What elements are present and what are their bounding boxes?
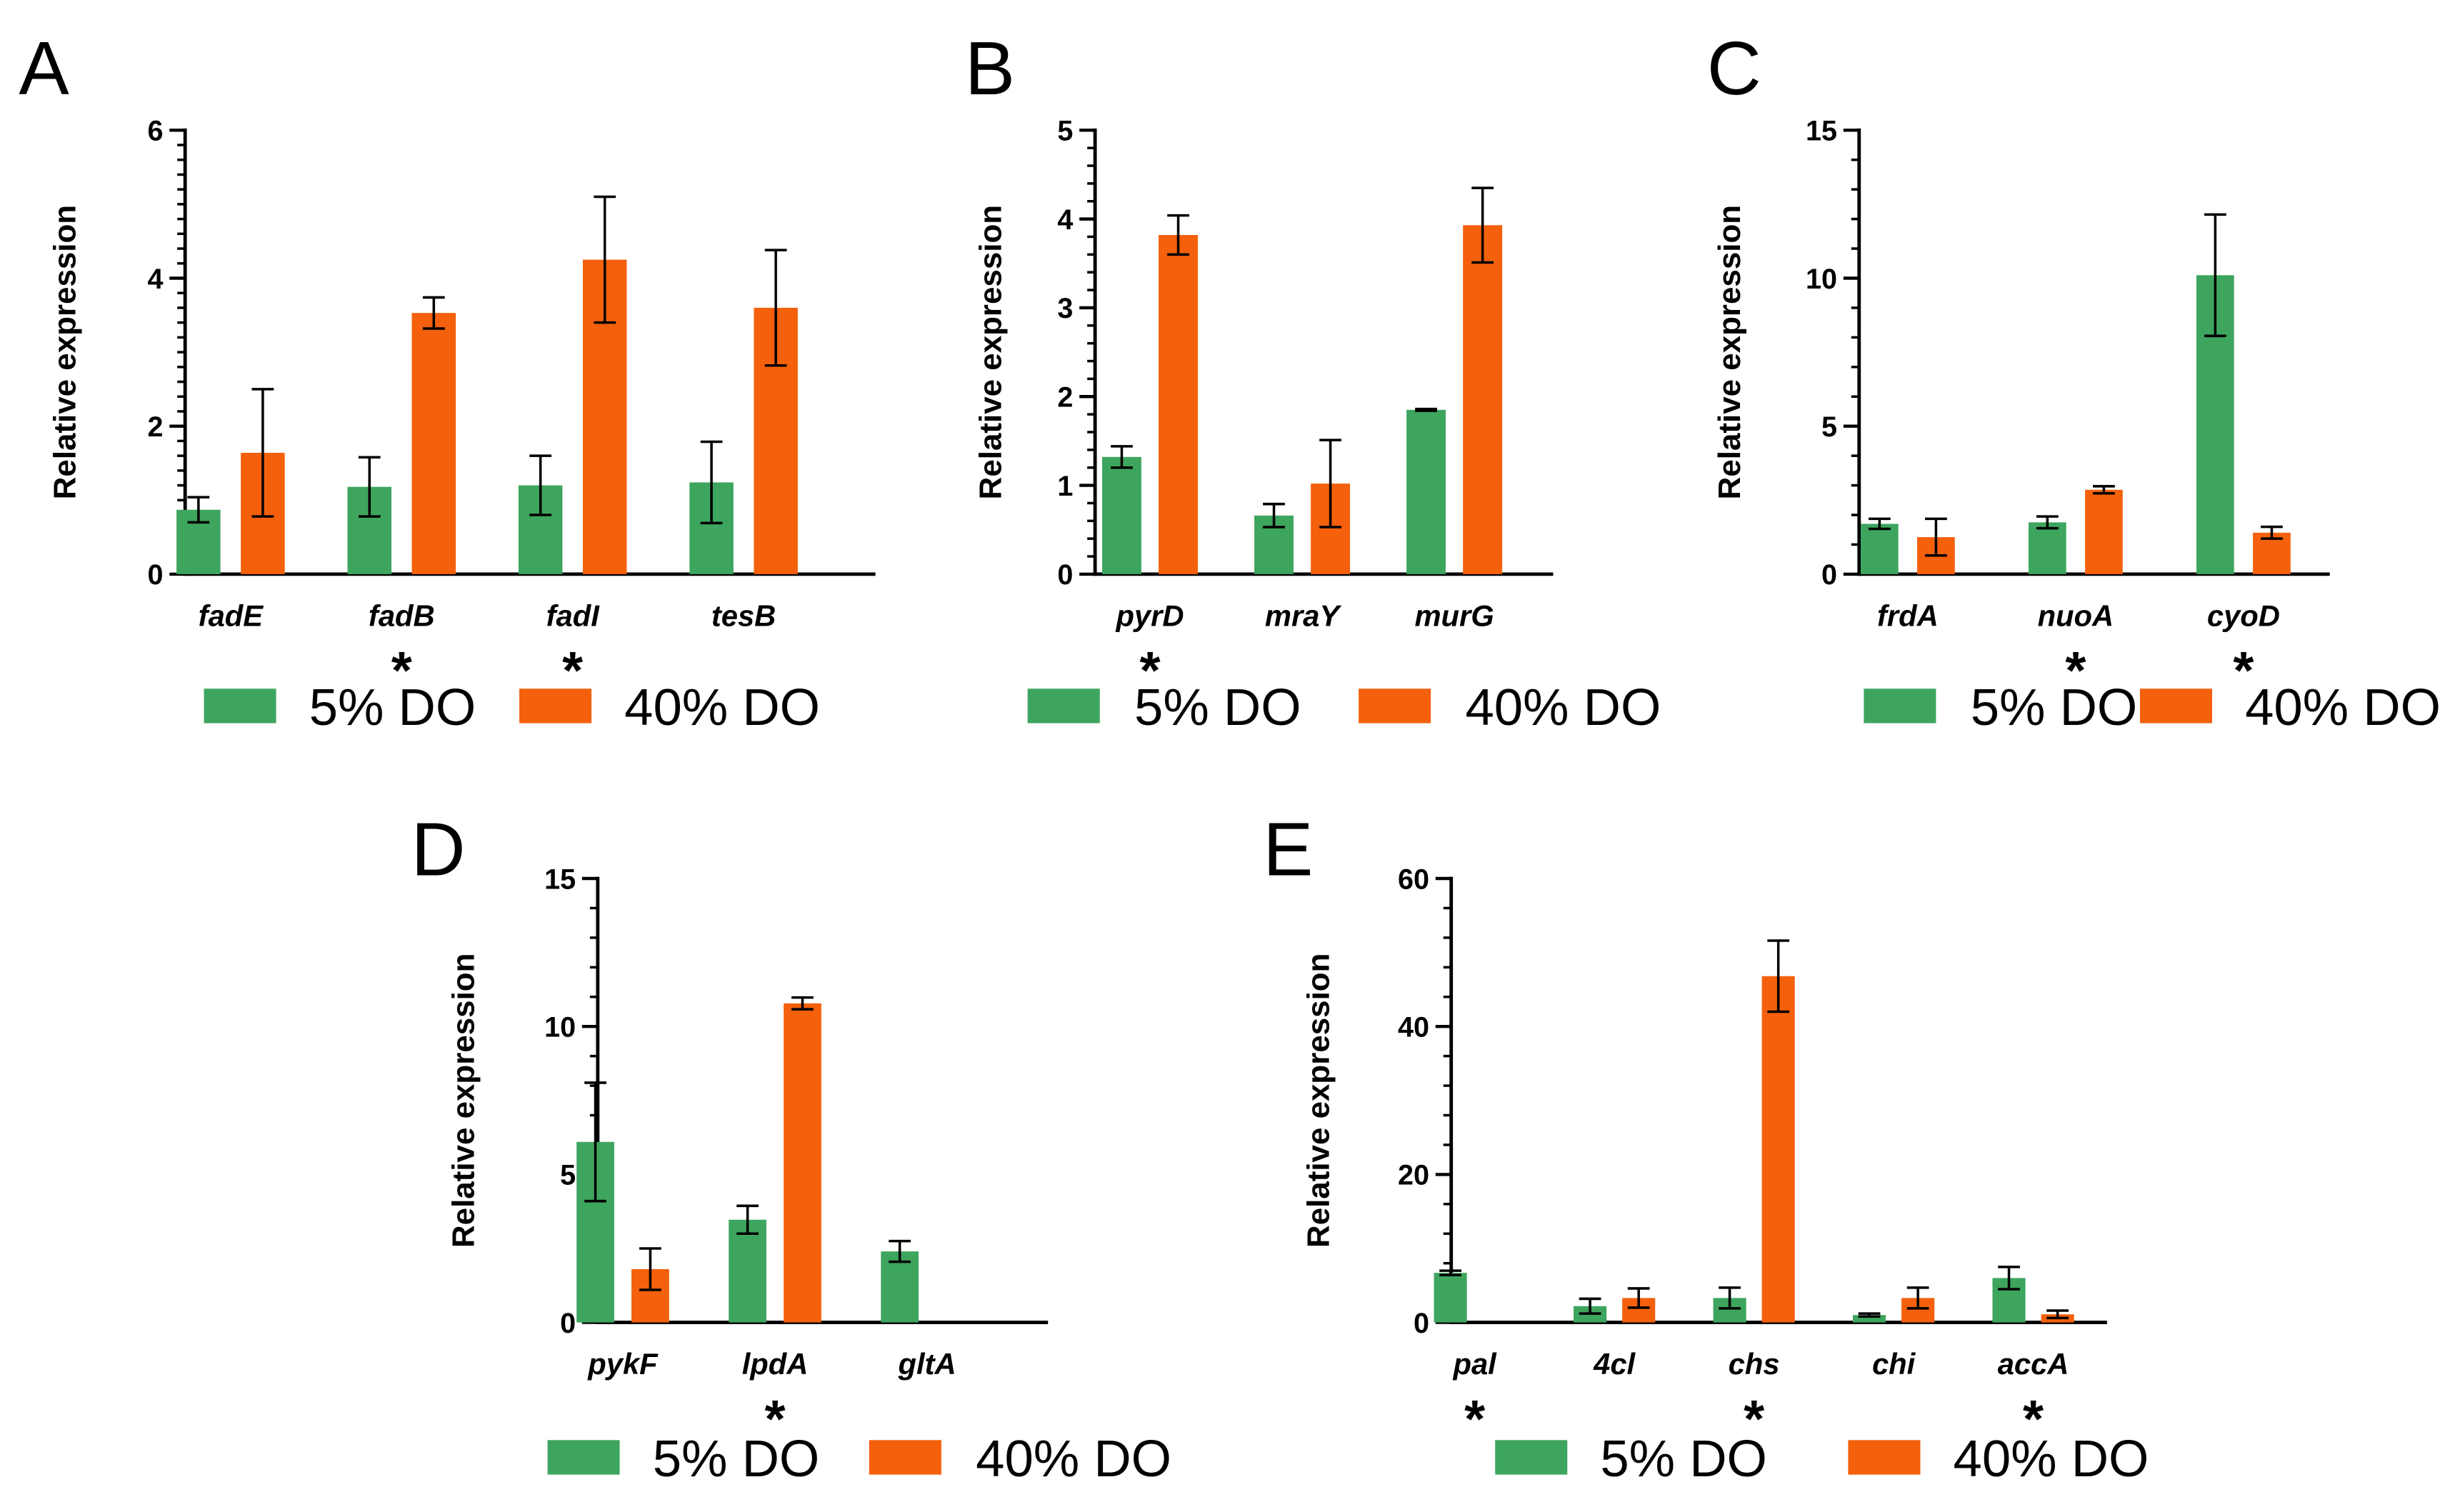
- bar-chs-40pct: [1761, 976, 1795, 1323]
- y-tick-label: 1: [1057, 471, 1073, 502]
- legend-label: 5% DO: [653, 1430, 820, 1488]
- x-tick-label: chi: [1872, 1347, 1916, 1381]
- x-tick-label: mraY: [1265, 599, 1342, 632]
- bar-pal-5pct: [1434, 1273, 1467, 1323]
- x-tick-label: lpdA: [742, 1347, 809, 1381]
- y-tick-label: 5: [1057, 116, 1073, 147]
- y-tick-label: 2: [1057, 382, 1073, 414]
- significance-star: *: [1139, 640, 1160, 700]
- bar-pyrD-40pct: [1159, 234, 1198, 574]
- y-axis-label: Relative expression: [446, 953, 481, 1248]
- x-tick-label: 4cl: [1593, 1347, 1636, 1381]
- x-tick-label: chs: [1729, 1347, 1780, 1381]
- x-tick-label: murG: [1414, 599, 1494, 632]
- bar-pyrD-5pct: [1101, 456, 1141, 574]
- y-tick-label: 6: [147, 116, 163, 147]
- y-tick-label: 0: [560, 1308, 576, 1339]
- significance-star: *: [2065, 640, 2086, 700]
- x-tick-label: pykF: [587, 1347, 659, 1381]
- bar-nuoA-5pct: [2028, 522, 2066, 574]
- bar-murG-5pct: [1406, 409, 1446, 574]
- x-tick-label: tesB: [711, 599, 776, 632]
- panel-letter: E: [1263, 808, 1313, 892]
- y-tick-label: 0: [1821, 559, 1837, 591]
- y-tick-label: 5: [560, 1160, 576, 1191]
- y-tick-label: 5: [1821, 411, 1837, 443]
- panel-b: B Relative expression 0 1 2 3 4 5 pyrD * mraY murG 5…: [965, 27, 1661, 736]
- panel-e: E Relative expression 0 20 40 60 pal * 4cl chs * ch…: [1263, 808, 2149, 1488]
- bar-lpdA-40pct: [784, 1003, 821, 1323]
- x-tick-label: accA: [1998, 1347, 2069, 1381]
- legend-label: 40% DO: [1954, 1430, 2149, 1488]
- bar-chi-5pct: [1852, 1315, 1886, 1323]
- y-axis-label: Relative expression: [973, 205, 1008, 499]
- significance-star: *: [765, 1388, 786, 1448]
- y-tick-label: 40: [1398, 1011, 1429, 1043]
- significance-star: *: [2023, 1388, 2044, 1448]
- bar-frdA-5pct: [1860, 524, 1899, 574]
- y-tick-label: 0: [147, 559, 163, 591]
- y-axis-label: Relative expression: [47, 205, 82, 499]
- legend-swatch-40pct: [869, 1440, 941, 1475]
- bar-murG-40pct: [1463, 225, 1503, 574]
- legend-swatch-40pct: [2139, 689, 2212, 724]
- legend-swatch-40pct: [1848, 1440, 1921, 1475]
- significance-star: *: [2233, 640, 2254, 700]
- panel-d: D Relative expression 0 5 10 15 pykF lpdA * gltA 5…: [411, 808, 1171, 1488]
- x-tick-label: nuoA: [2038, 599, 2114, 632]
- x-tick-label: pyrD: [1115, 599, 1184, 632]
- y-axis-label: Relative expression: [1301, 953, 1336, 1248]
- legend-label: 40% DO: [976, 1430, 1171, 1488]
- y-tick-label: 20: [1398, 1160, 1429, 1191]
- panel-letter: B: [965, 27, 1015, 111]
- legend-swatch-5pct: [1864, 689, 1936, 724]
- bar-lpdA-5pct: [729, 1219, 766, 1323]
- y-tick-label: 0: [1057, 559, 1073, 591]
- x-tick-label: cyoD: [2207, 599, 2280, 632]
- legend-swatch-5pct: [1495, 1440, 1568, 1475]
- legend-label: 5% DO: [1134, 679, 1301, 736]
- y-tick-label: 10: [1806, 264, 1837, 295]
- legend-label: 5% DO: [309, 679, 476, 736]
- legend-label: 5% DO: [1600, 1430, 1767, 1488]
- x-tick-label: fadB: [369, 599, 435, 632]
- y-tick-label: 10: [544, 1011, 576, 1043]
- bar-gltA-5pct: [881, 1251, 919, 1323]
- y-tick-label: 3: [1057, 293, 1073, 324]
- y-tick-label: 4: [1057, 204, 1073, 236]
- y-axis-label: Relative expression: [1712, 205, 1747, 499]
- legend-swatch-40pct: [519, 689, 592, 724]
- y-tick-label: 4: [147, 264, 163, 295]
- x-tick-label: frdA: [1877, 599, 1939, 632]
- panel-letter: C: [1707, 27, 1761, 111]
- bar-fadB-40pct: [411, 313, 456, 574]
- panel-c: C Relative expression 0 5 10 15 frdA nuoA * cyoD *…: [1707, 27, 2441, 736]
- bar-nuoA-40pct: [2085, 489, 2123, 574]
- panel-letter: D: [411, 808, 465, 892]
- significance-star: *: [1744, 1388, 1764, 1448]
- y-tick-label: 15: [1806, 116, 1837, 147]
- x-tick-label: pal: [1453, 1347, 1498, 1381]
- legend-swatch-5pct: [547, 1440, 620, 1475]
- y-tick-label: 60: [1398, 863, 1429, 895]
- legend-swatch-5pct: [1027, 689, 1100, 724]
- legend-label: 5% DO: [1971, 679, 2138, 736]
- x-tick-label: gltA: [898, 1347, 956, 1381]
- significance-star: *: [391, 640, 412, 700]
- legend-label: 40% DO: [2245, 679, 2441, 736]
- legend-label: 40% DO: [624, 679, 820, 736]
- y-tick-label: 15: [544, 863, 576, 895]
- y-tick-label: 2: [147, 411, 163, 443]
- panel-letter: A: [19, 27, 69, 111]
- x-tick-label: fadI: [546, 599, 601, 632]
- legend-label: 40% DO: [1465, 679, 1661, 736]
- legend-swatch-5pct: [204, 689, 276, 724]
- legend-swatch-40pct: [1359, 689, 1431, 724]
- y-tick-label: 0: [1414, 1308, 1429, 1339]
- significance-star: *: [1464, 1388, 1485, 1448]
- x-tick-label: fadE: [199, 599, 264, 632]
